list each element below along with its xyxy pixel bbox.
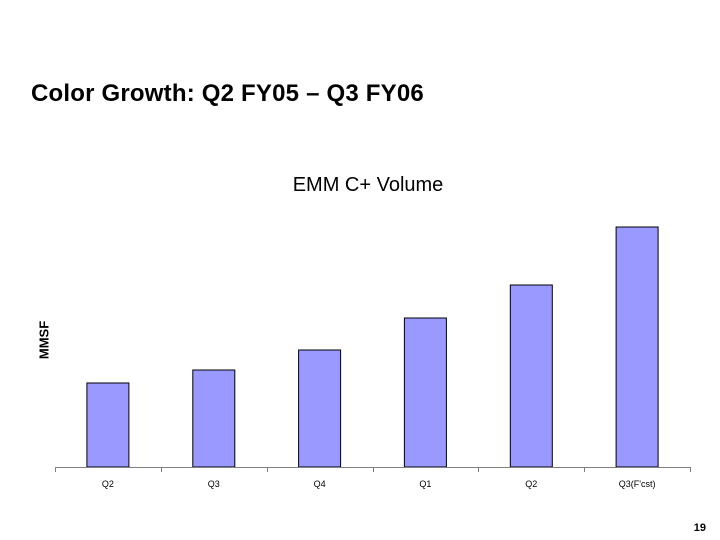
bar-3 <box>403 317 447 468</box>
page-number: 19 <box>693 522 706 534</box>
bar-0 <box>86 382 130 468</box>
bar-4 <box>509 284 553 468</box>
x-tick-label-3: Q1 <box>419 479 431 489</box>
bar-2 <box>298 349 342 468</box>
x-tick-label-2: Q4 <box>314 479 326 489</box>
x-tick-label-5: Q3(F'cst) <box>619 479 656 489</box>
x-tick-label-1: Q3 <box>208 479 220 489</box>
x-tick-label-0: Q2 <box>102 479 114 489</box>
slide-title: Color Growth: Q2 FY05 – Q3 FY06 <box>31 80 424 107</box>
x-tick-label-4: Q2 <box>525 479 537 489</box>
bar-5 <box>615 226 659 468</box>
bar-1 <box>192 369 236 468</box>
chart-title: EMM C+ Volume <box>292 174 444 196</box>
